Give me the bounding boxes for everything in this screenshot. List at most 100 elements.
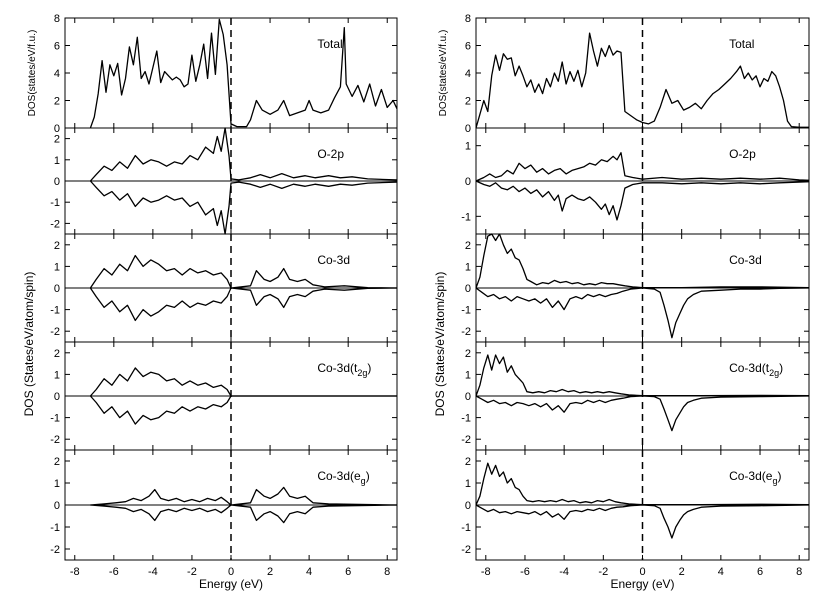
spin-up-curve	[90, 486, 398, 506]
y-tick-label: 0	[465, 500, 471, 512]
y-tick-label: 6	[465, 41, 471, 53]
y-axis-label: DOS (States/eV/atom/spin)	[22, 272, 36, 417]
y-tick-label: -1	[461, 413, 471, 425]
y-tick-label: -1	[50, 522, 60, 534]
y-tick-label: 2	[465, 240, 471, 252]
left-panel-1: 0 2 4 6 8 Total DOS(states/eV/f.u.)	[27, 13, 398, 135]
y-tick-label: 1	[54, 478, 60, 490]
y-tick-label: -1	[461, 522, 471, 534]
panel-label: Co-3d(t2g)	[729, 361, 783, 378]
y-tick-label: -2	[50, 544, 60, 556]
y-tick-label: -1	[50, 413, 60, 425]
spin-down-curve	[475, 395, 810, 432]
y-tick-label: 2	[54, 134, 60, 146]
spin-up-curve	[89, 367, 397, 397]
x-tick-label: -2	[598, 566, 608, 578]
spin-down-curve	[89, 395, 397, 425]
spin-down-curve	[475, 180, 810, 221]
y-tick-label: 2	[54, 456, 60, 468]
y-tick-label: -2	[461, 326, 471, 338]
spin-down-curve	[89, 287, 398, 322]
y-tick-label: 0	[54, 391, 60, 403]
panel-label: Co-3d(t2g)	[317, 361, 371, 378]
y-tick-label: 6	[54, 41, 60, 53]
y-tick-label: 0	[465, 283, 471, 295]
spin-up-curve	[475, 233, 810, 289]
left-panel-5: -2 -1 0 1 2 Co-3d(eg)	[50, 449, 398, 561]
x-tick-label: -6	[109, 566, 119, 578]
spin-down-curve	[475, 287, 810, 339]
x-tick-label: -6	[520, 566, 530, 578]
left-chart: 02468TotalDOS(states/eV/f.u.)-2-1012O-2p…	[22, 13, 398, 591]
y-tick-label: 0	[465, 123, 471, 135]
y-tick-label: 1	[54, 261, 60, 273]
total-dos-curve	[89, 18, 398, 129]
panel-label: Co-3d	[317, 253, 350, 267]
y-tick-label: 2	[54, 96, 60, 108]
y-tick-label: 0	[465, 391, 471, 403]
x-tick-label: 8	[796, 566, 802, 578]
spin-up-curve	[89, 254, 398, 289]
panel-label: Total	[729, 37, 754, 51]
x-tick-label: 0	[639, 566, 645, 578]
y-tick-label: 8	[54, 13, 60, 25]
y-tick-label: 0	[54, 176, 60, 188]
panel-label: Co-3d(eg)	[729, 469, 781, 486]
y-tick-label: 2	[465, 96, 471, 108]
y-tick-label: 1	[465, 369, 471, 381]
x-tick-label: -2	[187, 566, 197, 578]
y-tick-label: 1	[54, 155, 60, 167]
total-dos-curve	[475, 32, 809, 129]
y-tick-label: -1	[50, 305, 60, 317]
right-panel-1: 0 2 4 6 8 Total DOS(states/eV/f.u.)	[438, 13, 810, 135]
y-tick-label: 0	[54, 283, 60, 295]
x-tick-label: -4	[148, 566, 158, 578]
y-tick-label: 1	[465, 261, 471, 273]
panel-label: Total	[317, 37, 342, 51]
y-tick-label: 0	[465, 176, 471, 188]
y-axis-label: DOS (States/eV/atom/spin)	[433, 272, 447, 417]
spin-up-curve	[475, 462, 810, 506]
right-panel-2: -1 0 1 O-2p	[461, 127, 810, 235]
left-panel-3: -2 -1 0 1 2 Co-3d	[50, 233, 398, 343]
x-tick-label: 4	[718, 566, 724, 578]
right-panel-3: -2 -1 0 1 2 Co-3d	[461, 233, 810, 343]
x-axis-label: Energy (eV)	[610, 577, 674, 591]
y-tick-label: -2	[50, 218, 60, 230]
x-tick-label: 2	[679, 566, 685, 578]
y-tick-label: 0	[54, 500, 60, 512]
y-tick-label: 1	[465, 141, 471, 153]
x-tick-label: 6	[757, 566, 763, 578]
x-tick-label: -4	[559, 566, 569, 578]
y-tick-label: 0	[54, 123, 60, 135]
y-tick-label: 2	[54, 240, 60, 252]
left-panel-2: -2 -1 0 1 2 O-2p	[50, 127, 398, 235]
y-tick-label: -1	[461, 211, 471, 223]
y-tick-label: 1	[54, 369, 60, 381]
spin-up-curve	[475, 152, 810, 182]
spin-down-curve	[475, 504, 810, 539]
spin-down-curve	[89, 180, 398, 235]
x-tick-label: -8	[70, 566, 80, 578]
left-panel-4: -2 -1 0 1 2 Co-3d(t2g)	[50, 341, 398, 451]
total-ylabel: DOS(states/eV/f.u.)	[27, 30, 38, 117]
y-tick-label: 1	[465, 478, 471, 490]
right-panel-4: -2 -1 0 1 2 Co-3d(t2g)	[461, 341, 810, 451]
y-tick-label: -1	[461, 305, 471, 317]
total-ylabel: DOS(states/eV/f.u.)	[438, 30, 449, 117]
panel-label: O-2p	[729, 147, 756, 161]
y-tick-label: 2	[54, 348, 60, 360]
x-tick-label: 4	[306, 566, 312, 578]
x-tick-label: -8	[481, 566, 491, 578]
y-tick-label: 4	[54, 68, 60, 80]
panel-label: O-2p	[317, 147, 344, 161]
panel-label: Co-3d(eg)	[317, 469, 369, 486]
right-chart: 02468TotalDOS(states/eV/f.u.)-101O-2p-2-…	[433, 13, 810, 591]
y-tick-label: 8	[465, 13, 471, 25]
y-tick-label: 2	[465, 456, 471, 468]
x-tick-label: 2	[267, 566, 273, 578]
y-tick-label: 2	[465, 348, 471, 360]
y-tick-label: -2	[461, 434, 471, 446]
spin-up-curve	[475, 354, 810, 397]
